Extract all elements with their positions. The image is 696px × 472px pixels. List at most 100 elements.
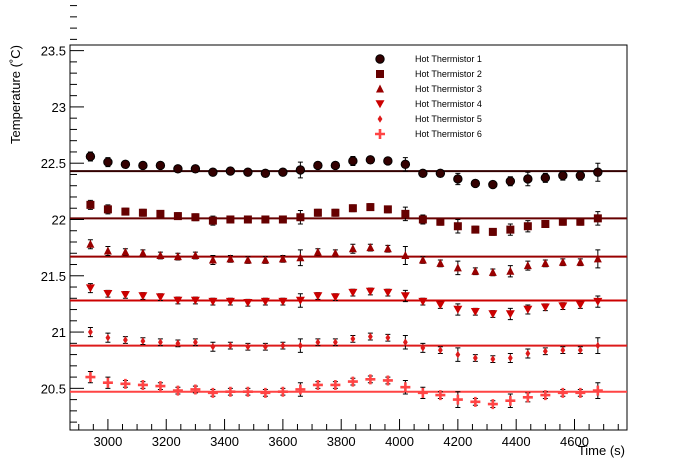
data-point [138, 160, 148, 171]
data-point [487, 399, 498, 410]
data-point [401, 209, 410, 218]
data-point [401, 251, 410, 260]
data-point [595, 341, 601, 350]
y-tick-label: 22.5 [41, 156, 66, 171]
x-tick-label: 3000 [93, 434, 122, 449]
data-point [313, 208, 322, 217]
legend-label: Hot Thermistor 3 [415, 84, 482, 94]
data-point [350, 335, 356, 343]
data-point [402, 338, 408, 346]
data-point [103, 157, 113, 167]
y-tick-label: 21.5 [41, 269, 66, 284]
data-point [173, 252, 182, 261]
data-point [418, 215, 427, 224]
data-point [313, 292, 323, 301]
data-point [541, 258, 550, 267]
data-point [576, 217, 585, 226]
data-point [367, 332, 373, 341]
data-point [490, 355, 496, 363]
data-point [470, 396, 481, 407]
data-point [243, 167, 253, 177]
y-tick-label: 22 [52, 212, 66, 227]
y-axis-title: Temperature (˚C) [8, 45, 23, 144]
data-point [120, 291, 130, 300]
data-point [575, 170, 586, 181]
data-point [488, 310, 498, 319]
x-tick-label: 4000 [385, 434, 414, 449]
data-point [331, 208, 340, 217]
data-point [105, 333, 111, 342]
data-point [331, 248, 340, 257]
data-point [453, 174, 463, 184]
data-point [173, 164, 183, 174]
legend-entry-5: Hot Thermistor 5 [377, 114, 482, 124]
series-1 [85, 151, 603, 190]
data-point [261, 215, 270, 224]
y-tick-label: 21 [52, 325, 66, 340]
data-point [123, 336, 128, 344]
data-point [315, 338, 321, 346]
data-point [558, 170, 568, 181]
data-point [330, 293, 340, 302]
data-point [557, 387, 568, 398]
data-point [577, 346, 583, 354]
data-point [261, 255, 270, 264]
data-point [102, 377, 113, 388]
data-point [418, 168, 428, 179]
x-axis-ticks: 3000 3200 3400 3600 3800 4000 4200 4400 4600 [78, 419, 619, 449]
data-point [296, 253, 305, 262]
data-point [120, 378, 131, 389]
data-point [278, 254, 287, 263]
legend-label: Hot Thermistor 4 [415, 99, 482, 109]
data-point [295, 384, 306, 395]
data-point [313, 160, 323, 171]
data-point [278, 215, 287, 224]
data-point [280, 341, 286, 350]
data-point [225, 386, 236, 397]
legend-label: Hot Thermistor 1 [415, 54, 482, 64]
data-point [418, 255, 427, 264]
data-point [542, 347, 548, 355]
x-tick-label: 3600 [268, 434, 297, 449]
data-point [103, 289, 113, 298]
data-point [140, 337, 146, 345]
data-point [330, 160, 341, 171]
data-point [383, 156, 393, 166]
data-point [488, 267, 497, 276]
data-point [523, 174, 533, 184]
data-point [453, 305, 463, 314]
data-point [296, 213, 305, 222]
data-point [297, 341, 303, 350]
data-point [506, 225, 515, 234]
data-point [436, 258, 445, 267]
data-point [191, 251, 200, 260]
data-point [558, 257, 567, 266]
data-point [365, 155, 376, 165]
legend-label: Hot Thermistor 6 [415, 129, 482, 139]
data-point [243, 298, 253, 307]
data-point [208, 216, 217, 225]
data-point [437, 346, 443, 354]
data-point [210, 342, 216, 351]
data-point [138, 248, 147, 257]
data-point [103, 246, 112, 255]
data-point [505, 176, 516, 186]
data-point [121, 247, 130, 256]
data-point [158, 338, 163, 346]
data-point [173, 296, 183, 305]
data-point [507, 354, 513, 362]
data-point [488, 227, 497, 236]
data-point [366, 243, 375, 252]
series-5 [87, 327, 601, 363]
data-point [506, 266, 515, 275]
data-point [120, 159, 131, 170]
data-point [541, 219, 550, 228]
data-point [155, 293, 165, 302]
legend-entry-4: Hot Thermistor 4 [375, 99, 482, 109]
series-3 [86, 239, 602, 278]
legend-marker [377, 115, 383, 123]
data-point [400, 292, 410, 301]
data-point [85, 372, 96, 383]
x-tick-label: 3800 [327, 434, 356, 449]
legend-marker [376, 84, 384, 93]
